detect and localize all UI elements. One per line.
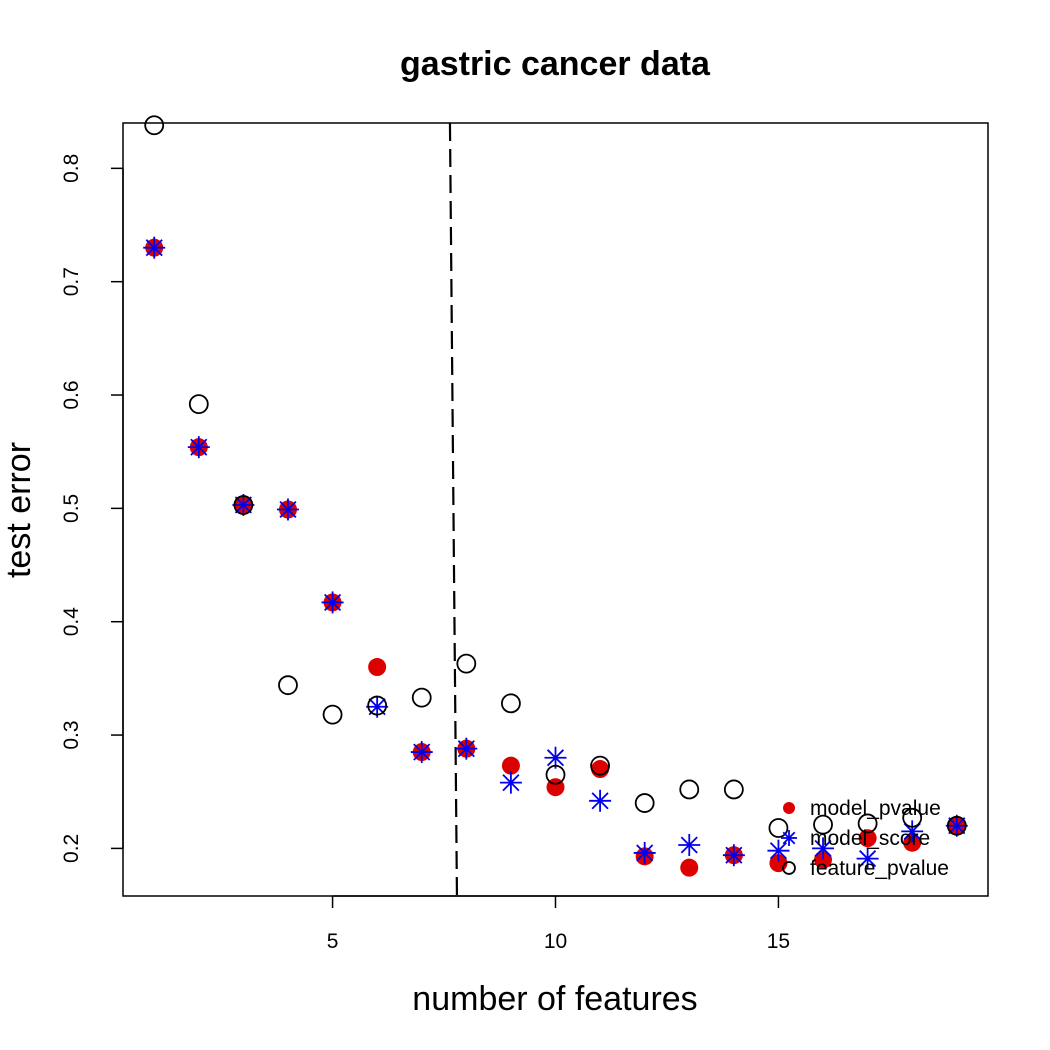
model-score-point <box>633 841 656 864</box>
asterisk-stroke <box>591 792 609 810</box>
feature-pvalue-point <box>857 813 878 834</box>
asterisk-stroke <box>190 438 208 456</box>
model-score-point <box>945 814 968 837</box>
x-axis: 5 10 15 <box>327 895 790 953</box>
model-score-point <box>410 741 433 764</box>
model-score-point <box>321 591 344 614</box>
y-axis-label: test error <box>0 442 38 578</box>
threshold-line <box>448 122 459 897</box>
y-axis: 0.2 0.3 0.4 0.5 0.6 0.7 0.8 <box>60 154 124 863</box>
series-feature-pvalue <box>144 115 967 838</box>
asterisk-stroke <box>234 496 252 514</box>
feature-pvalue-point <box>679 779 700 800</box>
model-score-point <box>143 236 166 259</box>
feature-pvalue-point <box>723 779 744 800</box>
y-tick-label: 0.2 <box>60 834 83 863</box>
asterisk-stroke <box>279 500 297 519</box>
feature-pvalue-point <box>188 394 209 414</box>
legend-marker-feature-pvalue <box>782 861 796 875</box>
model-score-point <box>276 498 299 521</box>
feature-pvalue-point <box>768 818 789 838</box>
y-tick-label: 0.3 <box>60 720 83 749</box>
feature-pvalue-point <box>545 764 566 785</box>
feature-pvalue-point <box>278 675 298 696</box>
y-tick-label: 0.4 <box>60 607 83 637</box>
x-tick-label: 15 <box>767 930 790 953</box>
legend: model_pvalue model_score feature_pvalue <box>781 797 949 880</box>
asterisk-stroke <box>502 774 520 792</box>
asterisk-stroke <box>145 239 163 257</box>
asterisk-stroke <box>725 846 743 864</box>
model-score-point <box>856 847 879 870</box>
asterisk-stroke <box>324 593 342 611</box>
asterisk-stroke <box>413 743 431 761</box>
model-pvalue-point <box>501 756 520 775</box>
model-score-point <box>722 844 745 867</box>
model-score-point <box>187 436 210 459</box>
asterisk-stroke <box>636 844 654 862</box>
asterisk-stroke <box>782 831 796 845</box>
model-score-point <box>678 833 701 856</box>
asterisk-stroke <box>859 850 877 868</box>
model-pvalue-point <box>680 858 699 877</box>
legend-marker-model-score <box>781 830 797 846</box>
y-tick-label: 0.8 <box>60 154 83 183</box>
model-score-point <box>455 737 478 760</box>
asterisk-stroke <box>680 836 698 854</box>
feature-pvalue-point <box>322 704 343 725</box>
asterisk-stroke <box>546 749 565 767</box>
model-pvalue-point <box>903 833 922 852</box>
x-tick-label: 5 <box>327 930 339 953</box>
model-score-point <box>767 839 790 862</box>
feature-pvalue-point <box>456 653 477 674</box>
asterisk-stroke <box>457 740 475 758</box>
points-layer <box>143 115 968 877</box>
asterisk-stroke <box>948 817 966 835</box>
model-score-point <box>544 746 567 769</box>
x-axis-label: number of features <box>412 980 697 1018</box>
feature-pvalue-point <box>813 814 833 835</box>
feature-pvalue-point <box>367 695 388 716</box>
asterisk-stroke <box>769 842 787 860</box>
feature-pvalue-point <box>411 687 432 708</box>
chart-title: gastric cancer data <box>400 45 711 83</box>
asterisk-stroke <box>814 839 832 857</box>
feature-pvalue-point <box>501 693 521 714</box>
model-score-point <box>232 493 255 516</box>
feature-pvalue-point <box>144 115 165 136</box>
model-pvalue-point <box>814 850 833 869</box>
feature-pvalue-point <box>902 807 923 828</box>
y-tick-label: 0.6 <box>60 380 83 409</box>
y-tick-label: 0.5 <box>60 494 83 523</box>
series-model-pvalue <box>145 238 966 877</box>
model-pvalue-point <box>858 829 877 848</box>
threshold-layer <box>448 122 459 897</box>
legend-label-model-pvalue: model_pvalue <box>810 797 941 820</box>
legend-label-feature-pvalue: feature_pvalue <box>810 857 949 880</box>
model-pvalue-point <box>368 658 387 677</box>
y-tick-label: 0.7 <box>60 267 83 296</box>
legend-marker-model-pvalue <box>783 802 795 814</box>
feature-pvalue-point <box>634 793 655 813</box>
model-score-point <box>812 837 835 860</box>
feature-pvalue-point <box>233 495 254 515</box>
series-model-score <box>143 236 968 870</box>
legend-label-model-score: model_score <box>810 827 930 850</box>
model-score-point <box>499 771 522 794</box>
x-tick-label: 10 <box>544 930 567 953</box>
feature-pvalue-point <box>590 755 610 776</box>
model-score-point <box>589 789 612 812</box>
feature-pvalue-point <box>946 815 967 836</box>
